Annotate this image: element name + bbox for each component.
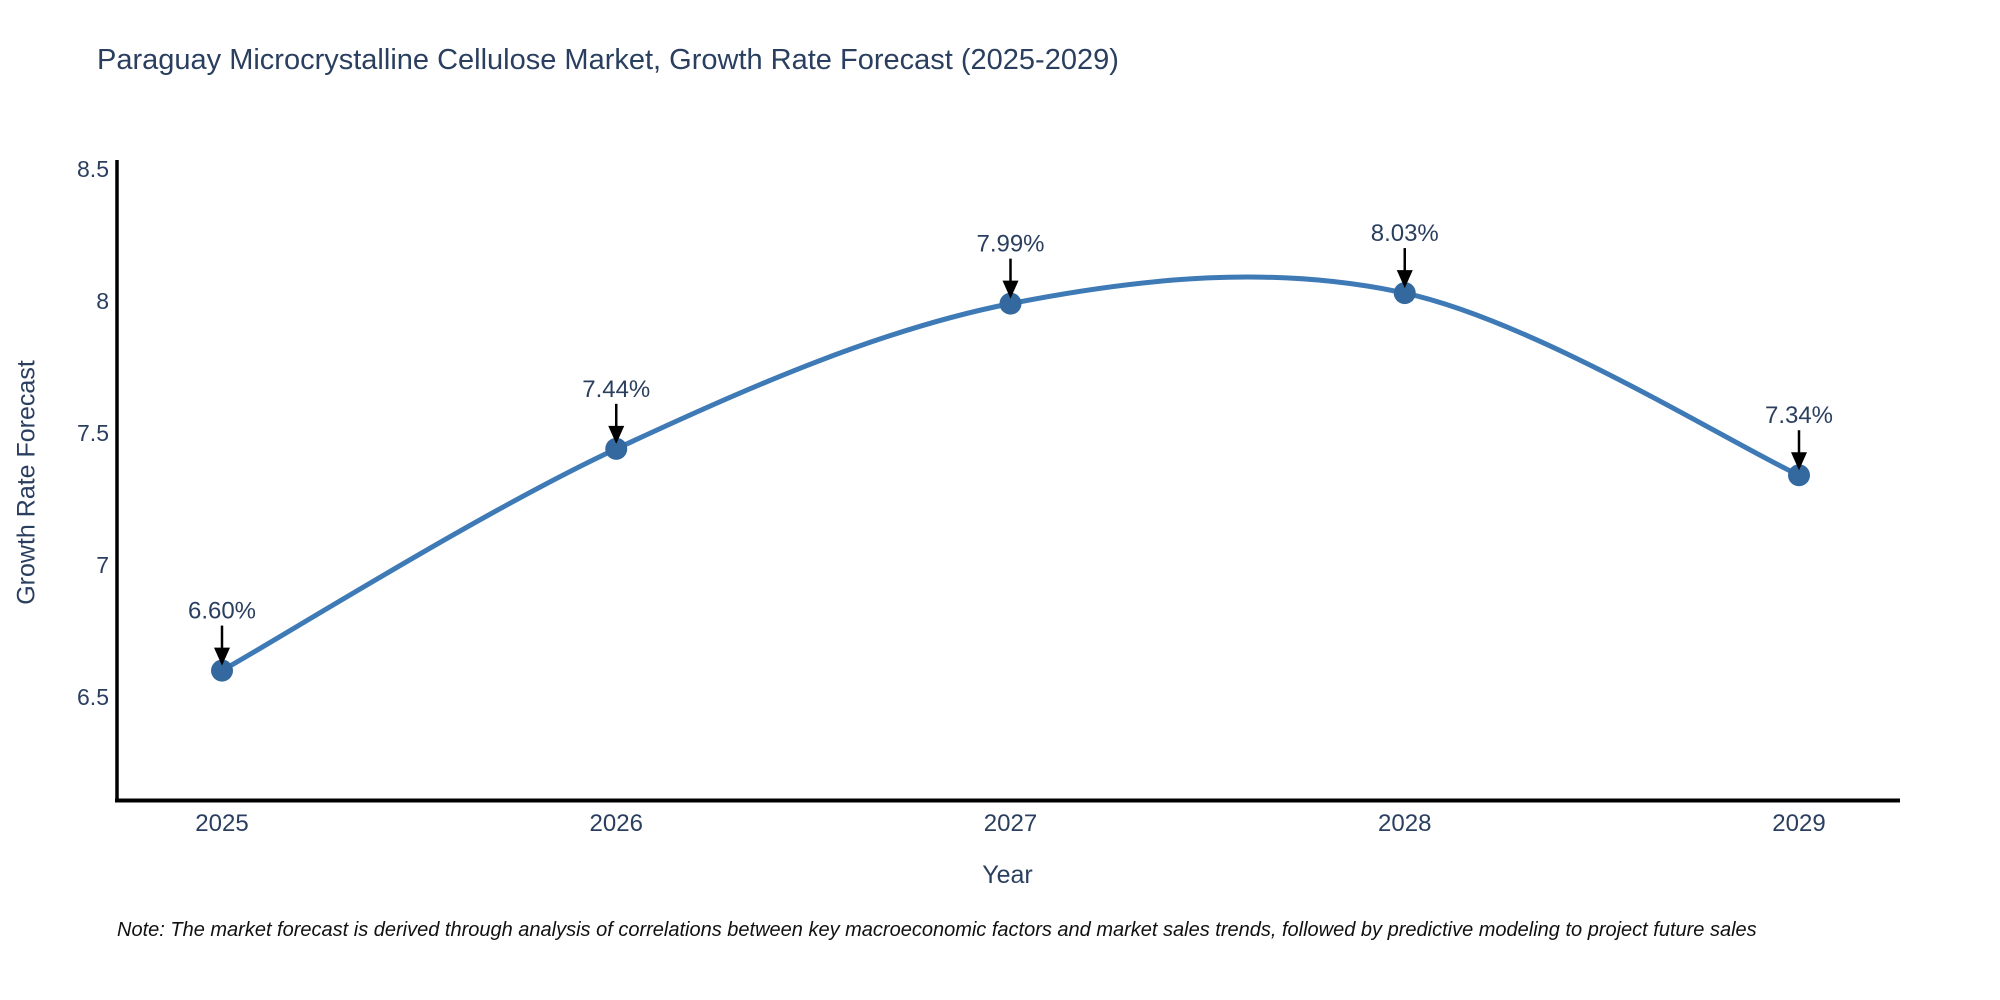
data-point-label: 7.99%	[976, 231, 1044, 258]
x-axis-label: Year	[982, 861, 1033, 889]
y-tick-label: 8	[96, 288, 109, 314]
data-point-marker	[605, 437, 628, 460]
annotation-arrowhead	[214, 647, 230, 666]
footnote: Note: The market forecast is derived thr…	[117, 919, 1757, 941]
data-point-marker	[1393, 282, 1416, 305]
annotation-arrowhead	[1791, 452, 1807, 471]
data-point-label: 6.60%	[188, 598, 256, 625]
y-tick-label: 8.5	[77, 156, 109, 182]
x-tick-label: 2026	[590, 810, 643, 837]
annotation-arrowhead	[1396, 270, 1413, 289]
forecast-line	[219, 274, 1802, 674]
annotation-arrowhead	[1002, 280, 1019, 299]
annotation-arrowhead	[608, 425, 625, 444]
data-point-label: 7.34%	[1765, 402, 1833, 429]
x-tick-label: 2029	[1772, 810, 1825, 837]
y-tick-label: 7	[96, 552, 109, 578]
chart-title: Paraguay Microcrystalline Cellulose Mark…	[97, 44, 1119, 76]
x-tick-label: 2027	[984, 810, 1037, 837]
x-tick-label: 2028	[1378, 810, 1431, 837]
x-tick-label: 2025	[195, 810, 248, 837]
data-point-label: 8.03%	[1371, 220, 1439, 247]
y-tick-label: 6.5	[77, 684, 109, 710]
y-tick-label: 7.5	[77, 420, 109, 446]
data-point-label: 7.44%	[582, 376, 650, 403]
data-point-marker	[211, 659, 233, 682]
data-point-marker	[1788, 464, 1810, 487]
data-point-marker	[999, 292, 1022, 315]
